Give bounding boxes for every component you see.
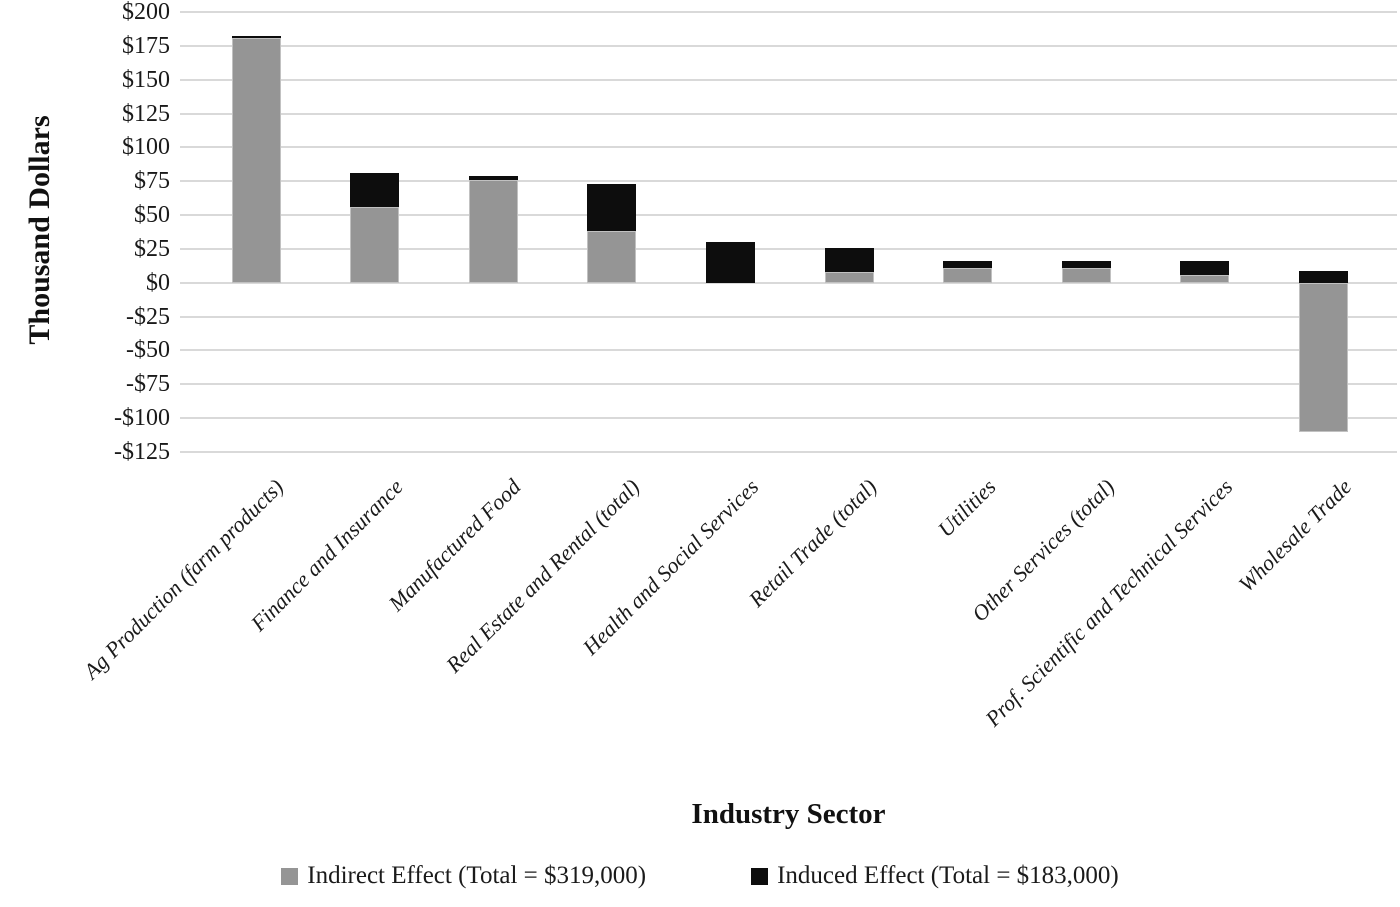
bar-segment-indirect (943, 267, 993, 283)
bar-segment-indirect (1061, 267, 1111, 283)
y-tick-label: -$25 (126, 303, 170, 330)
bar-segment-indirect (1180, 274, 1230, 283)
y-tick-label: $200 (122, 0, 170, 25)
gridline (180, 11, 1397, 13)
bar-segment-induced (1298, 270, 1348, 283)
bar-segment-induced (231, 35, 281, 38)
bar-segment-indirect (350, 206, 400, 283)
y-tick-label: -$125 (114, 439, 170, 465)
bar-segment-indirect (1298, 282, 1348, 432)
y-tick-label: -$50 (126, 337, 170, 364)
y-tick-label: $125 (122, 100, 170, 127)
y-tick-label: $175 (122, 32, 170, 59)
x-category-label: Retail Trade (total) (743, 474, 882, 612)
x-category-label: Utilities (932, 474, 1001, 542)
gridline (180, 44, 1397, 47)
indirect-effect-swatch-icon (281, 867, 299, 885)
bar-segment-induced (824, 247, 874, 272)
gridline (180, 383, 1397, 386)
y-tick-label: $100 (122, 134, 170, 161)
legend-label-indirect: Indirect Effect (Total = $319,000) (307, 862, 647, 889)
gridline (180, 349, 1397, 352)
gridline (180, 281, 1397, 284)
induced-effect-swatch-icon (751, 867, 769, 885)
bar-segment-indirect (468, 179, 518, 283)
y-axis-title: Thousand Dollars (23, 115, 56, 345)
bar-segment-induced (705, 242, 755, 283)
y-tick-label: $50 (134, 202, 170, 229)
legend-label-induced: Induced Effect (Total = $183,000) (777, 862, 1119, 889)
bar-segment-induced (1061, 261, 1111, 268)
gridline (180, 315, 1397, 318)
gridline (180, 146, 1397, 149)
gridline (180, 112, 1397, 115)
x-category-label: Ag Production (farm products) (79, 474, 289, 684)
bar-segment-induced (943, 261, 993, 268)
bar-segment-indirect (587, 231, 637, 283)
legend-item-indirect: Indirect Effect (Total = $319,000) (281, 862, 646, 890)
x-axis-title: Industry Sector (691, 798, 886, 830)
y-tick-label: $75 (134, 168, 170, 195)
y-tick-label: $25 (134, 235, 170, 262)
x-category-label: Prof. Scientific and Technical Services (980, 474, 1238, 732)
y-tick-label: -$75 (126, 371, 170, 398)
y-tick-label: $150 (122, 66, 170, 93)
bar-segment-induced (350, 173, 400, 207)
y-tick-label: -$100 (114, 405, 170, 432)
legend: Indirect Effect (Total = $319,000) Induc… (0, 862, 1400, 890)
gridline (180, 78, 1397, 81)
bar-segment-induced (468, 175, 518, 180)
y-tick-label: $0 (146, 269, 170, 296)
bar-segment-indirect (824, 271, 874, 283)
x-category-label: Real Estate and Rental (total) (441, 474, 645, 678)
x-category-label: Wholesale Trade (1233, 474, 1357, 597)
gridline (180, 214, 1397, 217)
gridline (180, 180, 1397, 183)
gridline (180, 247, 1397, 250)
bar-segment-induced (1180, 261, 1230, 275)
gridline (180, 451, 1397, 453)
gridline (180, 417, 1397, 420)
legend-item-induced: Induced Effect (Total = $183,000) (751, 862, 1119, 890)
bar-segment-induced (587, 183, 637, 232)
bar-segment-indirect (231, 37, 281, 283)
